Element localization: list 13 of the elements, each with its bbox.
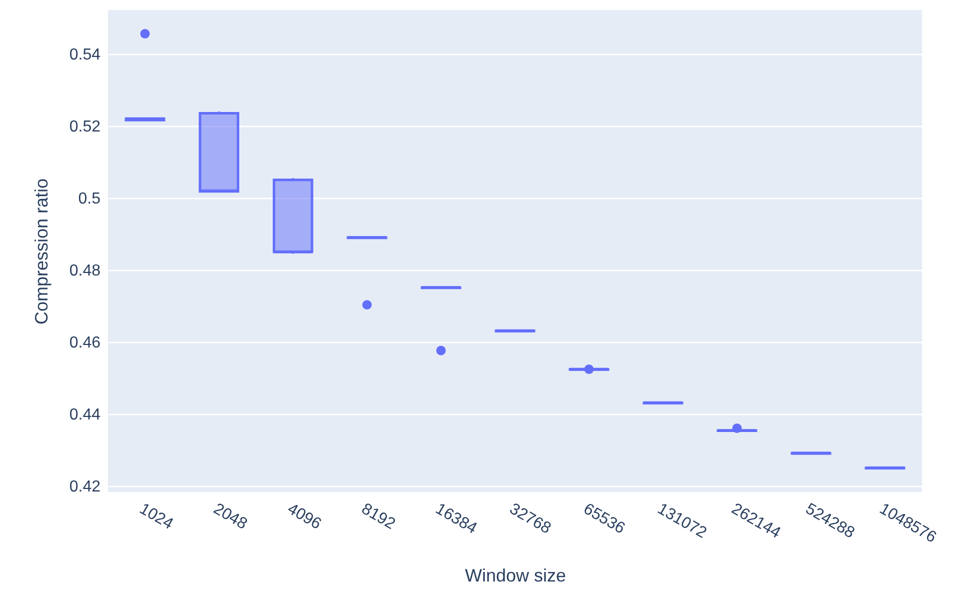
y-tick-label: 0.52 [69, 118, 101, 136]
x-tick-label: 2048 [210, 500, 250, 534]
y-tick-label: 0.48 [69, 262, 101, 280]
y-tick-label: 0.44 [69, 406, 101, 424]
y-tick-label: 0.46 [69, 334, 101, 352]
x-tick-label: 4096 [284, 500, 324, 534]
x-axis-title: Window size [464, 566, 566, 586]
y-tick-label: 0.5 [78, 190, 101, 208]
x-tick-label: 8192 [358, 500, 398, 534]
x-tick-label: 1024 [136, 500, 176, 534]
y-tick-label: 0.42 [69, 478, 101, 496]
y-axis-title: Compression ratio [31, 178, 52, 325]
y-tick-label: 0.54 [69, 46, 101, 64]
